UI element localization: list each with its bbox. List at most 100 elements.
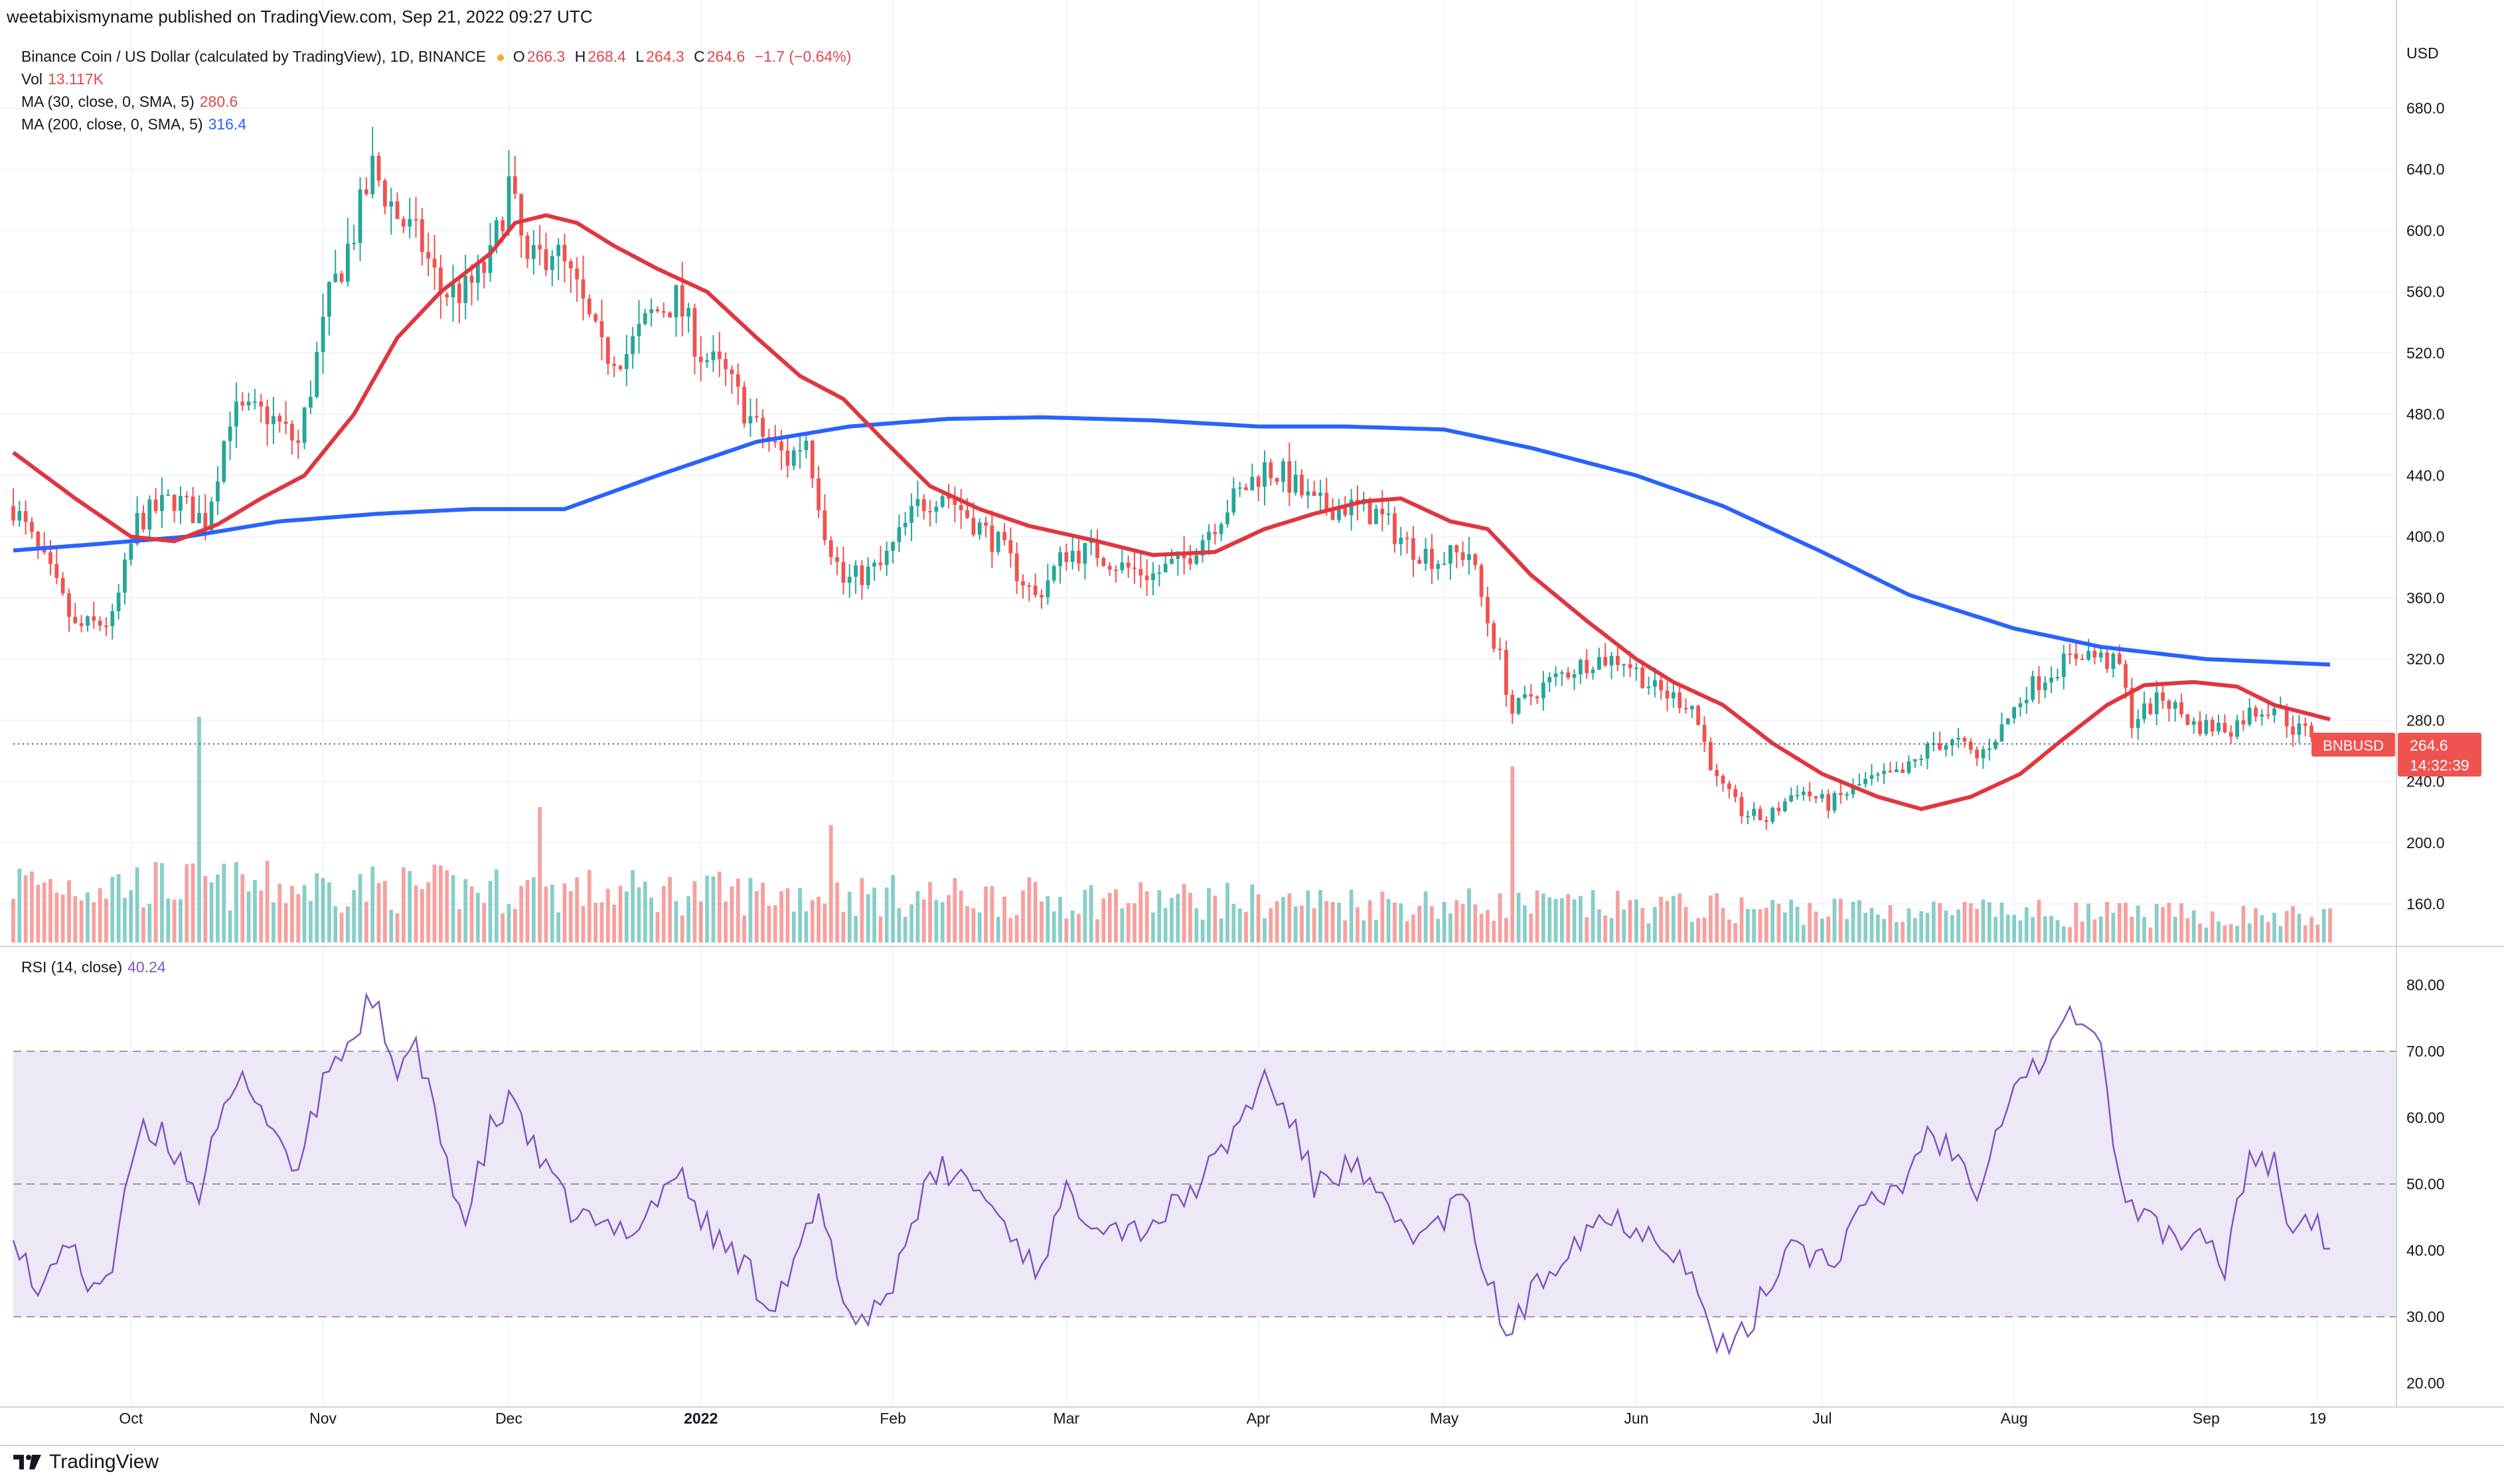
time-tick-label: Jun: [1624, 1410, 1648, 1427]
volume-bar: [2278, 926, 2283, 942]
volume-bar: [339, 913, 344, 942]
volume-bar: [531, 877, 536, 942]
candle: [2198, 711, 2202, 737]
candle: [1237, 481, 1242, 497]
candle: [1721, 773, 1725, 792]
candle: [730, 365, 734, 394]
volume-bar: [1058, 897, 1062, 942]
volume-bar: [1126, 903, 1131, 942]
time-tick-label: 19: [2309, 1410, 2327, 1427]
candle: [1423, 538, 1428, 571]
ma30-label: MA (30, close, 0, SMA, 5): [21, 93, 195, 110]
candle: [1374, 504, 1378, 524]
volume-bar: [1033, 881, 1038, 942]
time-tick-label: Sep: [2193, 1410, 2220, 1427]
ma30-legend[interactable]: MA (30, close, 0, SMA, 5) 280.6: [21, 93, 238, 111]
volume-bar: [1324, 901, 1329, 942]
candle: [2191, 717, 2196, 734]
candle: [711, 335, 716, 372]
volume-bar: [1002, 896, 1006, 942]
volume-bar: [445, 870, 449, 942]
candle: [1486, 587, 1490, 637]
candle: [17, 500, 22, 527]
volume-bar: [1163, 908, 1168, 942]
volume-bar: [60, 894, 65, 942]
volume-bar: [1745, 909, 1750, 942]
ma200-value: 316.4: [208, 115, 247, 133]
badge-symbol: BNBUSD: [2323, 737, 2384, 754]
volume-bar: [2284, 911, 2289, 942]
candle: [1659, 672, 1664, 700]
candle: [23, 500, 28, 535]
volume-bar: [965, 906, 969, 942]
candle: [1454, 544, 1459, 569]
candle: [724, 352, 728, 386]
candle: [878, 546, 883, 571]
volume-bar: [977, 912, 982, 942]
rsi-legend[interactable]: RSI (14, close) 40.24: [21, 958, 166, 976]
volume-bar: [1758, 909, 1762, 942]
price-tick-label: 560.0: [2406, 283, 2445, 301]
tradingview-footer[interactable]: TradingView: [12, 1451, 159, 1473]
volume-bar: [395, 913, 400, 942]
candle: [2043, 676, 2047, 698]
candle: [1591, 666, 1595, 680]
time-tick-label: Dec: [495, 1410, 522, 1427]
time-tick-label: Mar: [1054, 1410, 1080, 1427]
volume-bar: [798, 888, 802, 942]
candle: [1845, 791, 1849, 800]
volume-bar: [302, 885, 307, 942]
ma200-legend[interactable]: MA (200, close, 0, SMA, 5) 316.4: [21, 115, 246, 133]
volume-bar: [971, 908, 976, 942]
price-tick-label: 400.0: [2406, 528, 2445, 546]
candle: [575, 257, 580, 302]
volume-bar: [1634, 899, 1638, 942]
time-tick-label: Nov: [309, 1410, 337, 1427]
price-axis[interactable]: 680.0 640.0 600.0 560.0 520.0 480.0 440.0 400.0…: [2406, 100, 2445, 913]
price-pane[interactable]: [0, 0, 2396, 942]
candle: [2031, 670, 2035, 703]
candle: [1696, 704, 1701, 726]
volume-bar: [637, 887, 641, 942]
candle: [272, 396, 275, 445]
candle: [2247, 698, 2252, 727]
symbol-legend[interactable]: Binance Coin / US Dollar (calculated by …: [21, 48, 851, 66]
candle: [2068, 643, 2072, 665]
volume-bar: [2328, 908, 2332, 942]
volume-bar: [2291, 906, 2295, 942]
price-tick-label: 600.0: [2406, 222, 2445, 239]
candle: [668, 311, 672, 318]
candle: [1795, 785, 1800, 800]
volume-legend[interactable]: Vol 13.117K: [21, 70, 104, 88]
candle: [1021, 574, 1025, 599]
volume-bar: [1832, 898, 1837, 942]
volume-bar: [265, 860, 270, 942]
volume-bar: [1547, 897, 1552, 942]
candle: [339, 270, 344, 284]
volume-bar: [438, 865, 443, 942]
rsi-axis[interactable]: 80.00 70.00 60.00 50.00 40.00 30.00 20.00: [2406, 976, 2445, 1392]
volume-bar: [1442, 901, 1447, 942]
volume-bar: [383, 881, 387, 942]
candle: [1448, 544, 1452, 580]
candle: [265, 399, 270, 446]
candle: [1386, 499, 1391, 525]
volume-bar: [2043, 916, 2047, 942]
candle: [1442, 552, 1447, 565]
candle: [86, 615, 90, 632]
volume-bar: [358, 873, 362, 942]
volume-bar: [1362, 920, 1366, 942]
candle: [643, 309, 647, 326]
candle: [1399, 526, 1403, 556]
volume-bar: [1789, 899, 1794, 942]
volume-bar: [544, 887, 548, 942]
volume-bar: [209, 882, 214, 942]
time-axis[interactable]: Oct Nov Dec 2022 Feb Mar Apr May Jun Jul Aug Sep 19: [119, 1410, 2326, 1427]
volume-bar: [2198, 923, 2202, 942]
volume-bar: [1622, 909, 1626, 942]
volume-bar: [36, 885, 40, 942]
candlesticks[interactable]: [11, 127, 2332, 830]
candle: [1014, 542, 1019, 594]
candle: [1938, 731, 1942, 751]
